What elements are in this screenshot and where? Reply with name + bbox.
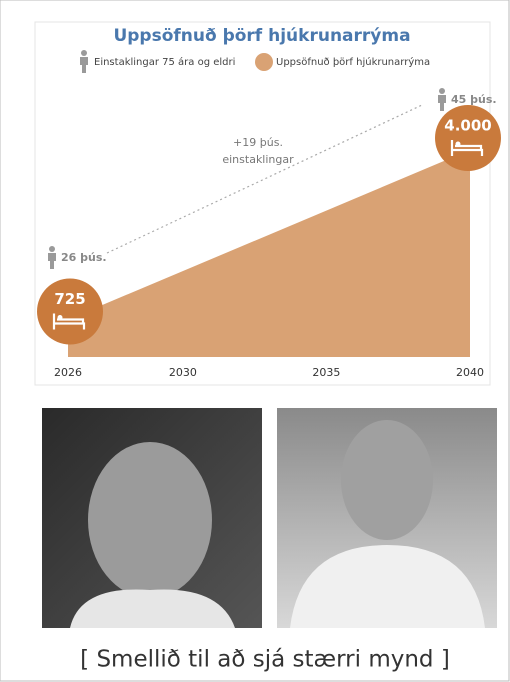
person-icon (439, 88, 445, 94)
legend-swatch (255, 53, 273, 71)
legend-label: Uppsöfnuð þörf hjúkrunarrýma (276, 56, 430, 68)
person-icon (81, 50, 87, 56)
value-label: 4.000 (444, 117, 491, 135)
value-label: 26 þús. (61, 251, 107, 264)
value-label: 725 (54, 290, 85, 308)
value-badge (435, 105, 501, 171)
bed-icon (58, 315, 63, 320)
value-badge (37, 278, 103, 344)
caption[interactable]: [ Smellið til að sjá stærri mynd ] (80, 647, 450, 673)
x-tick-label: 2026 (54, 366, 82, 379)
annotation: +19 þús. (233, 136, 283, 149)
x-tick-label: 2035 (312, 366, 340, 379)
legend-label: Einstaklingar 75 ára og eldri (94, 56, 235, 68)
annotation: einstaklingar (222, 153, 294, 166)
value-label: 45 þús. (451, 93, 497, 106)
photo-left (42, 408, 262, 628)
x-tick-label: 2030 (169, 366, 197, 379)
x-tick-label: 2040 (456, 366, 484, 379)
photo-right (277, 408, 497, 628)
chart-title: Uppsöfnuð þörf hjúkrunarrýma (113, 26, 410, 46)
person-icon (49, 246, 55, 252)
bed-icon (456, 142, 461, 147)
page: Uppsöfnuð þörf hjúkrunarrýma Einstakling… (0, 0, 510, 682)
